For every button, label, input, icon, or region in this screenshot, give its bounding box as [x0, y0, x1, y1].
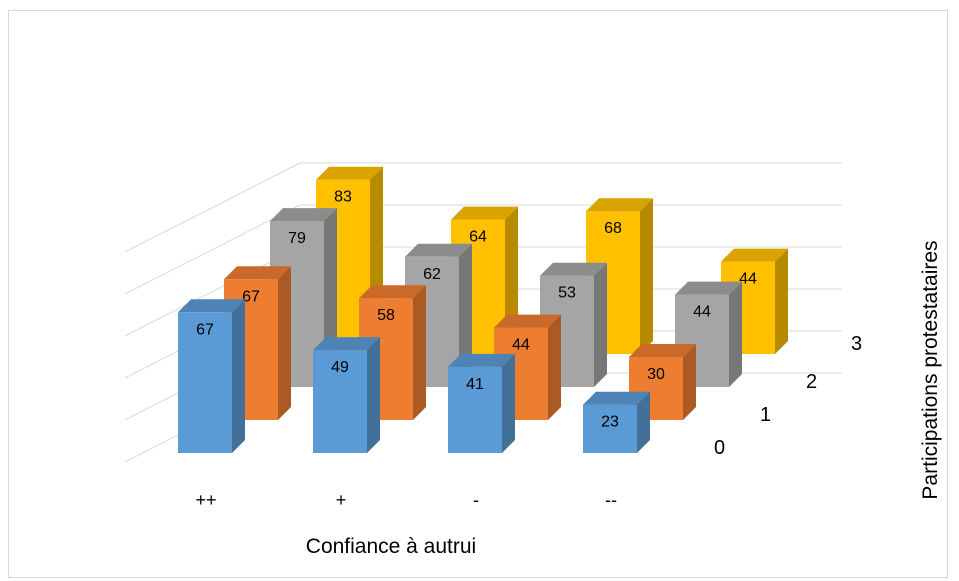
data-label: 23 — [601, 414, 619, 431]
bar-top — [451, 206, 518, 220]
bar-side — [775, 248, 788, 354]
data-label: 79 — [288, 230, 306, 247]
x-tick-label: -- — [605, 490, 617, 510]
data-label: 44 — [739, 271, 757, 288]
depth-tick-label: 0 — [714, 437, 726, 459]
bar-side — [413, 285, 426, 420]
data-label: 62 — [423, 266, 441, 283]
bar-top — [494, 314, 561, 328]
data-label: 30 — [647, 366, 665, 383]
bar-side — [367, 337, 380, 453]
depth-axis-title: Participations protestataires — [919, 240, 942, 500]
bar-top — [359, 285, 426, 299]
data-label: 44 — [512, 337, 530, 354]
bar-top — [586, 198, 653, 212]
bar: 49 — [313, 337, 380, 453]
data-label: 64 — [469, 229, 487, 246]
bar-top — [313, 337, 380, 351]
x-axis-title: Confiance à autrui — [305, 535, 477, 558]
bar-side — [594, 262, 607, 387]
data-label: 53 — [558, 285, 576, 302]
data-label: 58 — [377, 307, 395, 324]
depth-tick-label: 3 — [851, 333, 863, 355]
bar-top — [316, 166, 383, 180]
bar-top — [405, 243, 472, 257]
bar: 44 — [494, 314, 561, 420]
bar-top — [224, 266, 291, 280]
data-label: 67 — [196, 321, 214, 338]
data-label: 67 — [242, 288, 260, 305]
bar-side — [502, 353, 515, 453]
bar-top — [675, 281, 742, 295]
bar-top — [540, 262, 607, 276]
bar-front — [313, 350, 367, 453]
bar-side — [548, 314, 561, 420]
bar-side — [640, 198, 653, 354]
x-tick-label: - — [473, 490, 479, 510]
bar-top — [178, 299, 245, 313]
x-tick-label: ++ — [195, 490, 217, 510]
bar: 23 — [583, 391, 650, 453]
data-label: 68 — [604, 220, 622, 237]
bar-top — [448, 353, 515, 367]
bar-side — [232, 299, 245, 453]
bar-front — [583, 404, 637, 453]
x-tick-label: + — [335, 490, 347, 510]
gridline — [124, 204, 301, 295]
data-label: 44 — [693, 304, 711, 321]
bar: 41 — [448, 353, 515, 453]
bar-top — [629, 344, 696, 357]
bar-front — [448, 366, 502, 453]
data-label: 41 — [466, 376, 484, 393]
bar-top — [721, 248, 788, 262]
chart-frame — [8, 10, 948, 578]
bar-side — [278, 266, 291, 420]
bar-side — [729, 281, 742, 387]
depth-tick-label: 1 — [760, 404, 772, 426]
gridline — [124, 162, 301, 253]
depth-tick-label: 2 — [806, 371, 818, 393]
bar: 67 — [178, 299, 245, 453]
data-label: 49 — [331, 359, 349, 376]
bar-top — [270, 208, 337, 222]
bar-top — [583, 391, 650, 405]
bar-side — [683, 344, 696, 420]
bar-side — [459, 243, 472, 387]
bar-side — [637, 391, 650, 453]
data-label: 83 — [334, 189, 352, 206]
bar-front — [178, 312, 232, 453]
